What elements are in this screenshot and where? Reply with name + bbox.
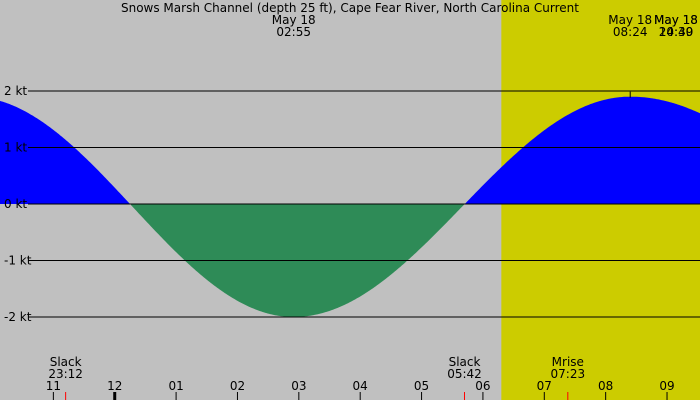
y-gridlines: 2 kt 1 kt 0 kt -1 kt -2 kt	[4, 84, 700, 324]
event-label: Mrise	[552, 355, 584, 369]
y-tick-label: 1 kt	[4, 141, 27, 155]
chart-title: Snows Marsh Channel (depth 25 ft), Cape …	[121, 1, 579, 15]
hour-axis: 1112010203040506070809101112010203040506…	[46, 379, 675, 400]
extremum-date: May 18	[272, 13, 316, 27]
hour-label: 03	[291, 379, 306, 393]
extremum-date: May 18	[654, 13, 698, 27]
hour-label: 07	[537, 379, 552, 393]
extremum-date: May 18	[608, 13, 652, 27]
event-time: 23:12	[48, 367, 83, 381]
flood-area	[465, 96, 700, 204]
y-tick-label: -2 kt	[4, 310, 32, 324]
extremum-date: May 18	[654, 13, 698, 27]
extremum-time: 20:30	[659, 25, 694, 39]
y-tick-label: -1 kt	[4, 254, 32, 268]
event-time: 07:23	[551, 367, 586, 381]
slack-labels: Slack23:12Slack05:42Slack11:27Slack17:27…	[48, 355, 586, 381]
hour-label: 01	[168, 379, 183, 393]
extremum-time: 08:24	[613, 25, 648, 39]
event-label: Slack	[50, 355, 82, 369]
hour-label: 05	[414, 379, 429, 393]
hour-label: 12	[107, 379, 122, 393]
extremum-time: 02:55	[276, 25, 311, 39]
event-label: Slack	[449, 355, 481, 369]
hour-label: 06	[475, 379, 490, 393]
hour-label: 02	[230, 379, 245, 393]
hour-label: 09	[659, 379, 674, 393]
hour-label: 08	[598, 379, 613, 393]
hour-label: 11	[46, 379, 61, 393]
y-tick-label: 2 kt	[4, 84, 27, 98]
extremum-time: 14:49	[659, 25, 694, 39]
hour-label: 04	[353, 379, 368, 393]
event-time: 05:42	[447, 367, 482, 381]
y-tick-label: 0 kt	[4, 197, 27, 211]
flood-area	[0, 100, 130, 204]
